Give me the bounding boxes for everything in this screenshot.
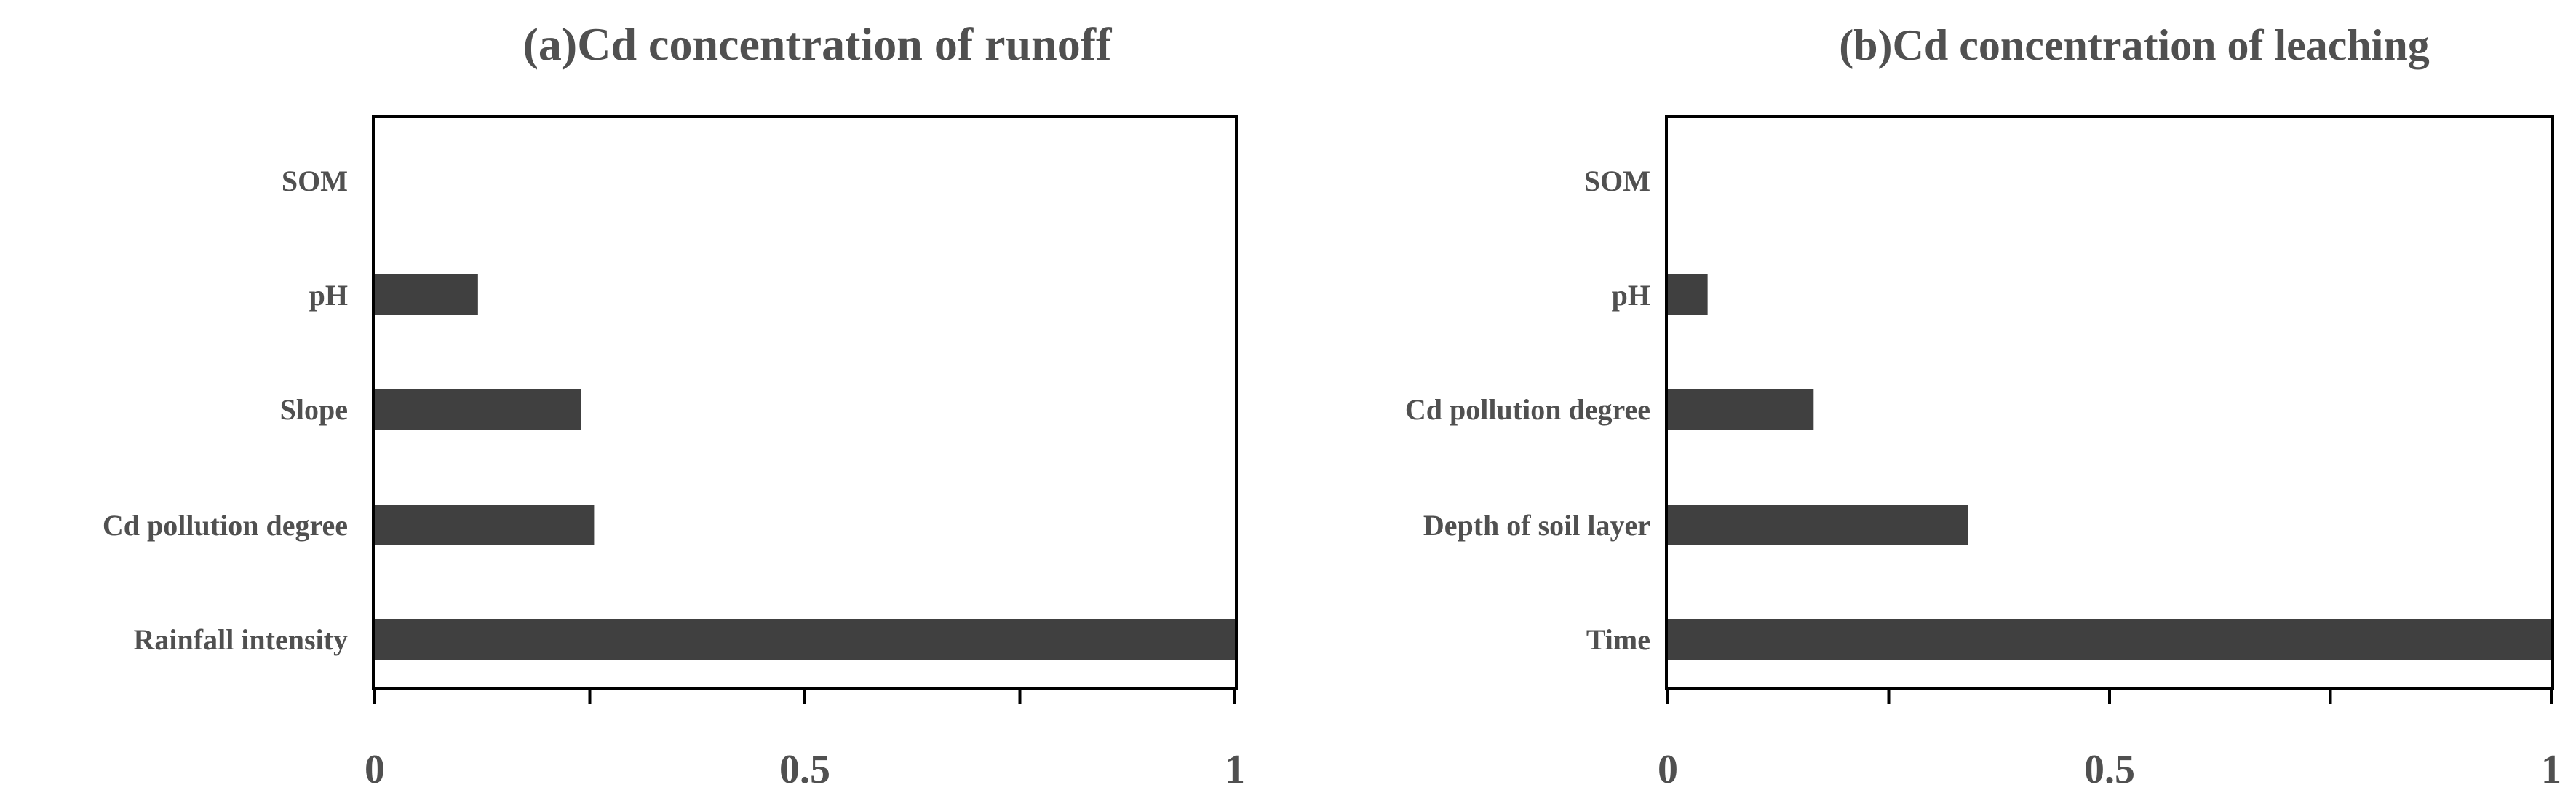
- category-label: Depth of soil layer: [1423, 509, 1650, 542]
- category-label: pH: [1612, 279, 1650, 312]
- category-label: Cd pollution degree: [1405, 393, 1650, 426]
- bar-ph: [375, 274, 478, 315]
- bars: [1668, 274, 2551, 660]
- bar-cd-pollution-degree: [1668, 389, 1814, 430]
- x-tick-label: 0: [1658, 747, 1678, 792]
- chart-panel-b: (b)Cd concentration of leaching SOM pH Cd …: [1405, 21, 2561, 792]
- bar-slope: [375, 389, 581, 430]
- category-label: Rainfall intensity: [134, 623, 348, 656]
- category-label: Time: [1586, 623, 1650, 656]
- bar-cd-pollution-degree: [375, 505, 595, 545]
- x-axis: 0 0.5 1: [365, 688, 1245, 792]
- chart-title: (b)Cd concentration of leaching: [1839, 21, 2430, 69]
- x-tick-label: 0.5: [2084, 747, 2135, 792]
- category-label: Cd pollution degree: [103, 509, 348, 542]
- bar-rainfall-intensity: [375, 619, 1235, 660]
- x-tick-label: 1: [2541, 747, 2561, 792]
- x-tick-label: 1: [1225, 747, 1245, 792]
- chart-title: (a)Cd concentration of runoff: [523, 18, 1112, 70]
- category-labels: SOM pH Slope Cd pollution degree Rainfall in…: [103, 165, 348, 656]
- bar-ph: [1668, 274, 1708, 315]
- x-axis: 0 0.5 1: [1658, 688, 2561, 792]
- chart-panel-a: (a)Cd concentration of runoff SOM pH Slope…: [103, 18, 1245, 792]
- bar-time: [1668, 619, 2551, 660]
- category-label: SOM: [282, 165, 348, 197]
- category-label: SOM: [1584, 165, 1650, 197]
- category-label: pH: [309, 279, 348, 312]
- x-tick-label: 0: [365, 747, 385, 792]
- x-tick-label: 0.5: [779, 747, 830, 792]
- category-label: Slope: [280, 393, 348, 426]
- category-labels: SOM pH Cd pollution degree Depth of soil la…: [1405, 165, 1650, 656]
- bars: [375, 274, 1235, 660]
- bar-depth-of-soil-layer: [1668, 505, 1968, 545]
